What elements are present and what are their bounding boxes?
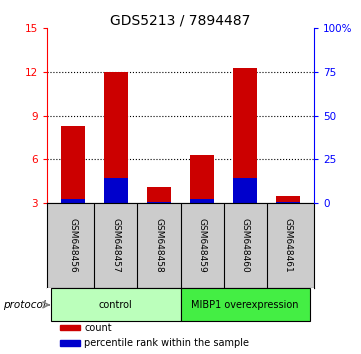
Text: GSM648457: GSM648457	[112, 218, 120, 273]
Bar	[277, 201, 300, 203]
Text: GSM648460: GSM648460	[241, 218, 249, 273]
Bar	[180, 289, 310, 321]
Bar	[51, 289, 180, 321]
Bar	[277, 196, 300, 203]
Bar	[104, 72, 128, 203]
Bar	[61, 126, 84, 203]
Bar	[190, 155, 214, 203]
Bar	[60, 340, 79, 346]
Bar	[233, 178, 257, 203]
Bar	[190, 199, 214, 203]
Text: count: count	[84, 323, 112, 333]
Text: GSM648456: GSM648456	[68, 218, 77, 273]
Bar	[61, 199, 84, 203]
Bar	[60, 325, 79, 330]
Text: protocol: protocol	[3, 300, 46, 310]
Bar	[147, 187, 171, 203]
Title: GDS5213 / 7894487: GDS5213 / 7894487	[110, 13, 251, 27]
Text: GSM648459: GSM648459	[197, 218, 206, 273]
Text: MIBP1 overexpression: MIBP1 overexpression	[191, 300, 299, 310]
Text: control: control	[99, 300, 133, 310]
Text: GSM648461: GSM648461	[284, 218, 293, 273]
Text: percentile rank within the sample: percentile rank within the sample	[84, 338, 249, 348]
Text: GSM648458: GSM648458	[155, 218, 164, 273]
Bar	[147, 201, 171, 203]
Bar	[104, 178, 128, 203]
Bar	[233, 68, 257, 203]
